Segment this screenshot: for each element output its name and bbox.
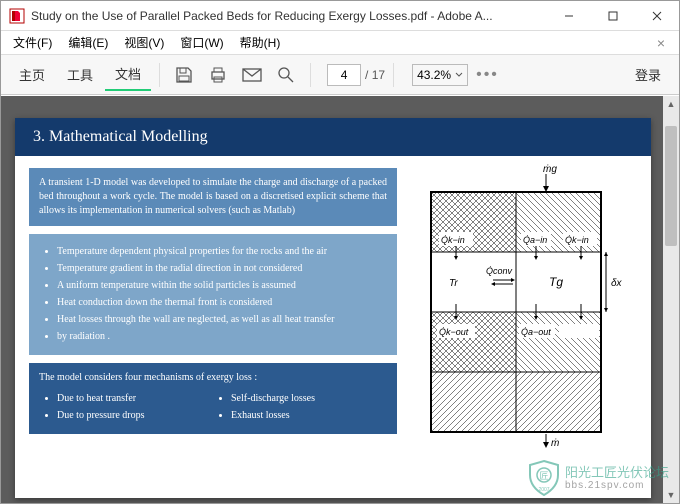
slide-heading: 3. Mathematical Modelling: [15, 118, 651, 156]
more-icon[interactable]: •••: [470, 66, 505, 84]
menu-help[interactable]: 帮助(H): [232, 32, 289, 53]
scroll-thumb[interactable]: [665, 126, 677, 246]
svg-text:Tg: Tg: [549, 275, 563, 289]
svg-text:Q̇conv: Q̇conv: [486, 266, 513, 276]
mechanisms-block: The model considers four mechanisms of e…: [29, 363, 397, 434]
svg-text:Q̇a−in: Q̇a−in: [523, 235, 547, 245]
separator: [159, 63, 160, 87]
email-icon[interactable]: [236, 59, 268, 91]
mechanism-item: Exhaust losses: [231, 409, 387, 423]
menu-view[interactable]: 视图(V): [116, 32, 172, 53]
toolbar: 主页 工具 文档 / 17 43.2% ••• 登录: [1, 55, 679, 95]
assumption-item: Heat losses through the wall are neglect…: [57, 313, 387, 327]
intro-block: A transient 1-D model was developed to s…: [29, 168, 397, 226]
mechanisms-title: The model considers four mechanisms of e…: [39, 371, 387, 385]
print-icon[interactable]: [202, 59, 234, 91]
vertical-scrollbar[interactable]: ▲ ▼: [663, 96, 679, 503]
window-title: Study on the Use of Parallel Packed Beds…: [31, 9, 547, 23]
assumption-item: by radiation .: [57, 330, 387, 344]
packed-bed-diagram: ṁg: [421, 162, 641, 452]
watermark: 匠 2007 阳光工匠光伏论坛 bbs.21spv.com: [527, 459, 669, 497]
window-controls: [547, 1, 679, 31]
pdf-page: 3. Mathematical Modelling A transient 1-…: [15, 118, 651, 498]
zoom-selector[interactable]: 43.2%: [412, 64, 468, 86]
save-icon[interactable]: [168, 59, 200, 91]
svg-text:δx: δx: [611, 278, 623, 289]
slide-body: A transient 1-D model was developed to s…: [15, 156, 651, 495]
svg-text:Q̇a−out: Q̇a−out: [521, 327, 551, 337]
page-navigator: / 17: [327, 64, 385, 86]
mechanism-item: Due to heat transfer: [57, 392, 213, 406]
separator: [310, 63, 311, 87]
assumption-item: A uniform temperature within the solid p…: [57, 279, 387, 293]
mechanism-item: Due to pressure drops: [57, 409, 213, 423]
title-bar: Study on the Use of Parallel Packed Beds…: [1, 1, 679, 31]
tab-tools[interactable]: 工具: [57, 59, 103, 90]
minimize-button[interactable]: [547, 1, 591, 31]
search-icon[interactable]: [270, 59, 302, 91]
page-number-input[interactable]: [327, 64, 361, 86]
svg-text:Q̇k−in: Q̇k−in: [441, 235, 465, 245]
scroll-up-icon[interactable]: ▲: [663, 96, 679, 112]
watermark-url: bbs.21spv.com: [565, 480, 669, 491]
watermark-text: 阳光工匠光伏论坛: [565, 465, 669, 481]
page-total: / 17: [365, 68, 385, 82]
maximize-button[interactable]: [591, 1, 635, 31]
menu-bar: 文件(F) 编辑(E) 视图(V) 窗口(W) 帮助(H) ×: [1, 31, 679, 55]
menu-window[interactable]: 窗口(W): [172, 32, 231, 53]
assumption-item: Temperature dependent physical propertie…: [57, 245, 387, 259]
svg-text:ṁ: ṁ: [551, 438, 559, 449]
svg-text:Q̇k−in: Q̇k−in: [565, 235, 589, 245]
label-mg: ṁg: [543, 164, 557, 175]
login-button[interactable]: 登录: [625, 61, 671, 88]
zoom-value: 43.2%: [417, 68, 451, 82]
svg-text:2007: 2007: [538, 487, 549, 493]
shield-icon: 匠 2007: [527, 459, 561, 497]
menu-file[interactable]: 文件(F): [5, 32, 60, 53]
document-viewport: 3. Mathematical Modelling A transient 1-…: [1, 96, 679, 503]
svg-text:Tr: Tr: [449, 278, 458, 289]
chevron-down-icon: [455, 71, 463, 79]
menu-edit[interactable]: 编辑(E): [60, 32, 116, 53]
mechanism-item: Self-discharge losses: [231, 392, 387, 406]
svg-text:Q̇k−out: Q̇k−out: [439, 327, 469, 337]
svg-text:匠: 匠: [539, 471, 548, 481]
assumption-item: Heat conduction down the thermal front i…: [57, 296, 387, 310]
document-close-icon[interactable]: ×: [647, 33, 675, 53]
pdf-app-icon: [9, 8, 25, 24]
close-button[interactable]: [635, 1, 679, 31]
tab-home[interactable]: 主页: [9, 59, 55, 90]
assumption-item: Temperature gradient in the radial direc…: [57, 262, 387, 276]
separator: [393, 63, 394, 87]
assumptions-block: Temperature dependent physical propertie…: [29, 234, 397, 355]
tab-document[interactable]: 文档: [105, 58, 151, 91]
